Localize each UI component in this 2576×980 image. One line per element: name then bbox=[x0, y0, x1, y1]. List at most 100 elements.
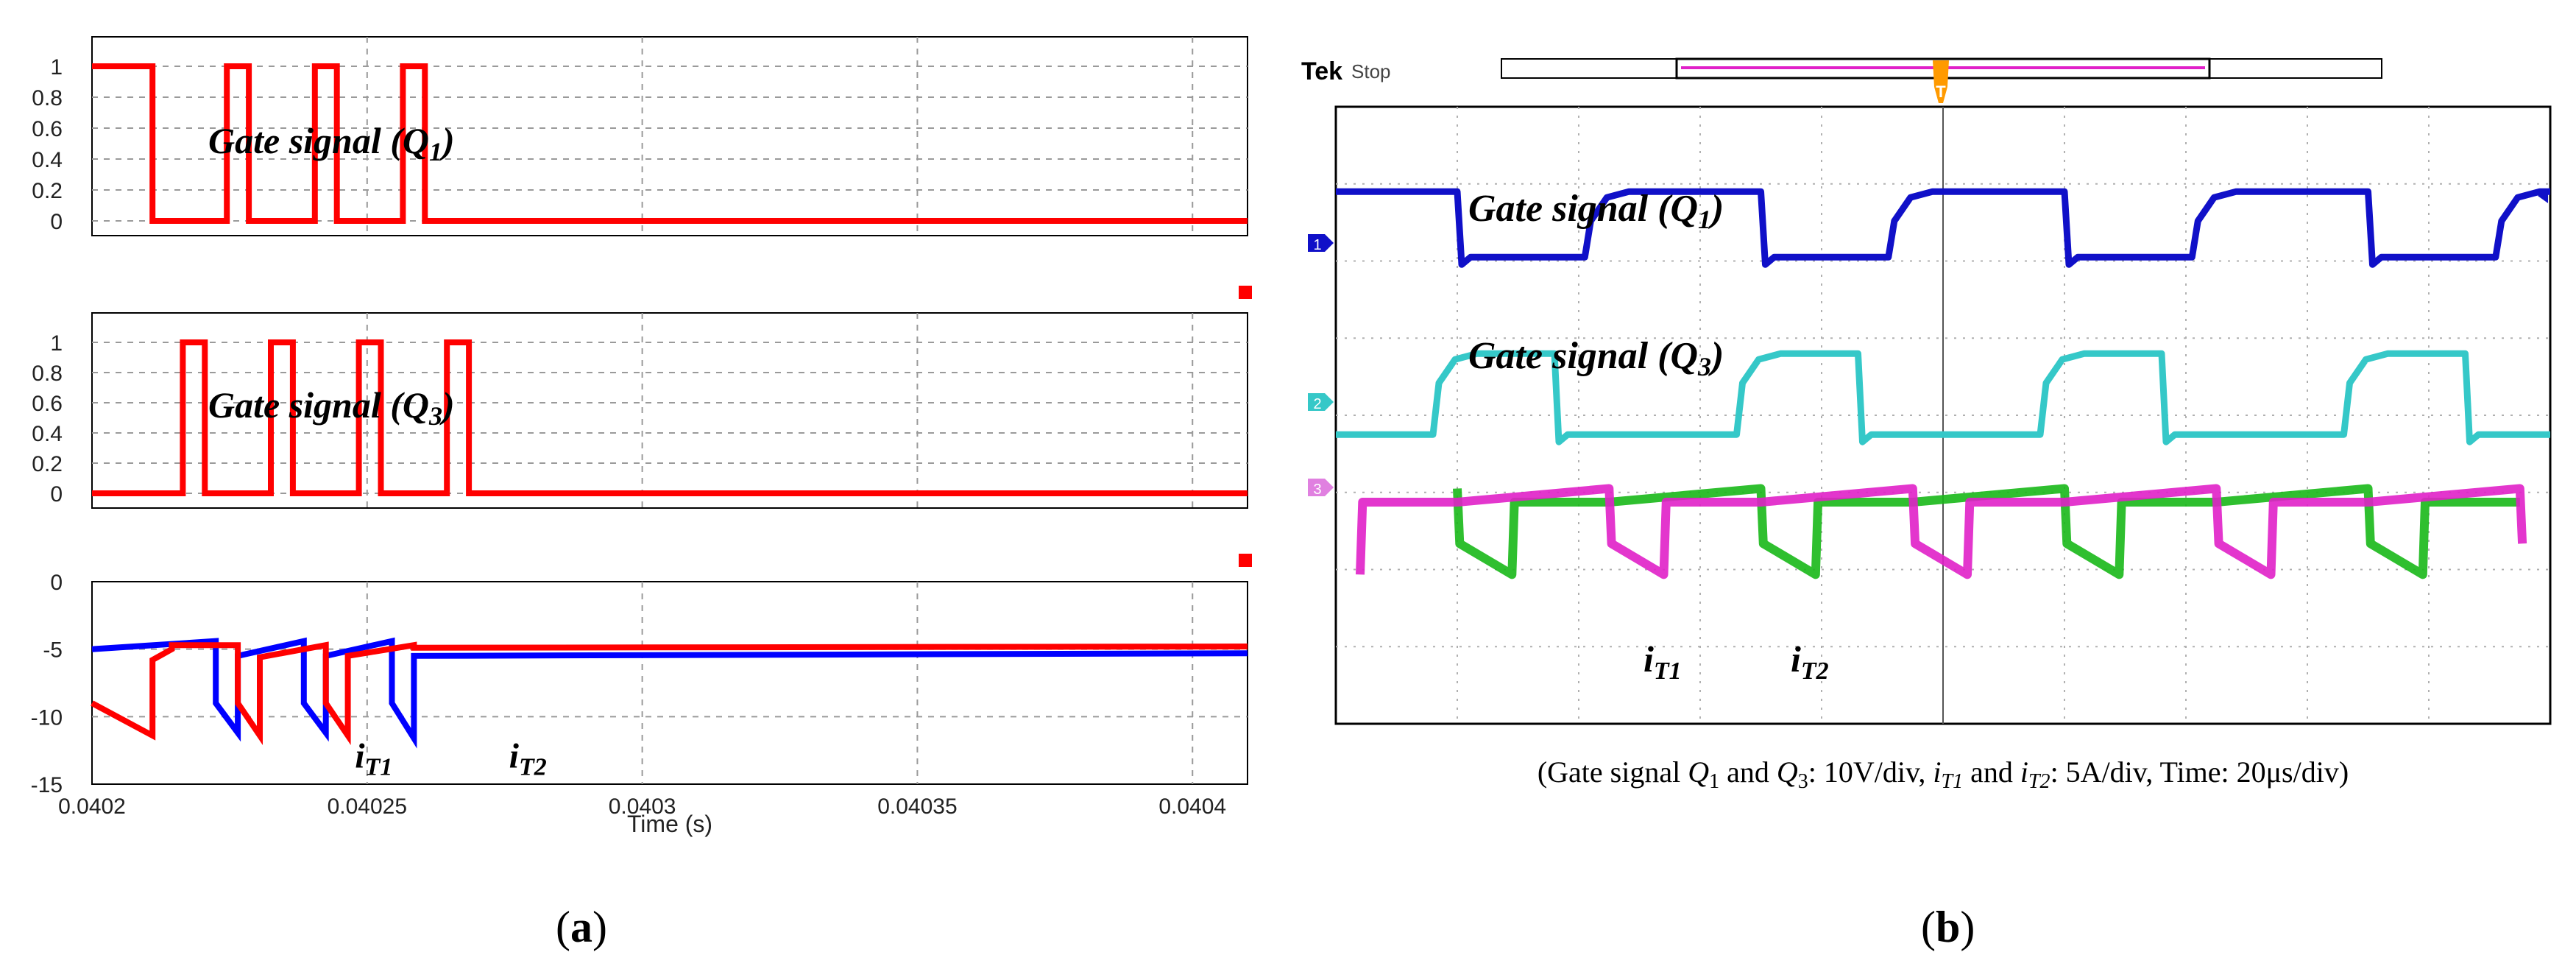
scope-waveforms bbox=[1336, 188, 2550, 579]
cap-i2-sub: T2 bbox=[2028, 770, 2050, 793]
y-tick-label: -15 bbox=[31, 773, 63, 797]
ch3-marker-label: 3 bbox=[1313, 482, 1321, 498]
ch2-marker-arrow bbox=[1308, 393, 1334, 411]
ch1-marker-label: 1 bbox=[1313, 237, 1321, 253]
panel-a-caption: (a) bbox=[556, 902, 607, 953]
y-tick-labels: 0 -5 -10 -15 bbox=[31, 571, 63, 797]
cap-tail: : 5A/div, Time: 20μs/div) bbox=[2050, 755, 2349, 789]
cap-q3: Q bbox=[1777, 755, 1798, 789]
scope-grid bbox=[1336, 107, 2550, 724]
y-tick-labels: 1 0.8 0.6 0.4 0.2 0 bbox=[32, 55, 63, 234]
scope-q3-q: Q bbox=[1670, 335, 1698, 377]
cap-q1-sub: 1 bbox=[1709, 770, 1719, 793]
plot-frame bbox=[91, 312, 1248, 509]
x-tick-label: 0.04025 bbox=[328, 794, 407, 819]
iT1-label-base: i bbox=[355, 737, 365, 776]
ch3-marker: 3 bbox=[1308, 479, 1334, 498]
cap-and2: and bbox=[1963, 755, 2020, 789]
y-tick-label: -10 bbox=[31, 705, 63, 730]
panel-a-simulation: 10.80.60.40.20 Gate signal (Q1) 10.80.60… bbox=[31, 36, 1252, 837]
cap-i1-sub: T1 bbox=[1942, 770, 1964, 793]
y-tick-labels: 1 0.8 0.6 0.4 0.2 0 bbox=[32, 331, 63, 507]
scope-brand: Tek bbox=[1301, 57, 1342, 85]
x-tick-label: 0.04035 bbox=[877, 794, 957, 819]
scope-iT2-label: iT2 bbox=[1791, 638, 1829, 685]
caption-a-letter: a bbox=[570, 903, 592, 951]
q3-label-text: Gate signal ( bbox=[208, 384, 405, 426]
cap-q3-sub: 3 bbox=[1798, 770, 1808, 793]
caption-b-open: ( bbox=[1921, 903, 1936, 951]
iT2-label: iT2 bbox=[509, 737, 547, 781]
plot-frame bbox=[91, 581, 1248, 785]
y-tick-label: 0.4 bbox=[32, 422, 63, 446]
iT1-label-sub: T1 bbox=[365, 754, 393, 781]
scope-iT1-label: iT1 bbox=[1643, 638, 1682, 685]
y-tick-label: 0.6 bbox=[32, 117, 63, 141]
cap-i2: i bbox=[2020, 755, 2028, 789]
ch1-gate-q1-trace bbox=[1336, 188, 2550, 268]
caption-b-letter: b bbox=[1935, 903, 1961, 951]
ch2-gate-q3-trace bbox=[1336, 350, 2550, 445]
x-tick-label: 0.0403 bbox=[609, 794, 676, 819]
caption-a-close: ) bbox=[592, 903, 607, 951]
scope-q1-text: Gate signal ( bbox=[1468, 188, 1673, 230]
scope-q1-label: Gate signal (Q1) bbox=[1468, 188, 1724, 234]
cap-q1: Q bbox=[1688, 755, 1709, 789]
scope-q1-close: ) bbox=[1708, 188, 1724, 230]
x-tick-label: 0.0404 bbox=[1158, 794, 1226, 819]
plot-marker bbox=[1239, 286, 1252, 299]
panel-b-caption: (b) bbox=[1921, 902, 1975, 953]
scope-iT1-sub: T1 bbox=[1654, 658, 1682, 685]
cap-i1: i bbox=[1933, 755, 1941, 789]
q1-label-close: ) bbox=[439, 120, 455, 161]
y-tick-label: 0.8 bbox=[32, 362, 63, 386]
sim-currents-plot: 0 -5 -10 -15 0.0402 0.04025 0.0403 0.04035 0.04… bbox=[31, 554, 1252, 837]
iT2-label-base: i bbox=[509, 737, 520, 776]
q1-label-sub: 1 bbox=[429, 137, 442, 166]
iT1-label: iT1 bbox=[355, 737, 392, 781]
panel-b-oscilloscope: Tek Stop T 1 2 3 Gate signal (Q1) bbox=[1301, 57, 2552, 793]
cap-gate-scale: : 10V/div, bbox=[1808, 755, 1933, 789]
y-tick-label: 1 bbox=[50, 55, 63, 80]
iT2-trace bbox=[91, 637, 1248, 749]
plot-frame bbox=[91, 36, 1248, 236]
plot-marker bbox=[1239, 554, 1252, 567]
scope-q3-sub: 3 bbox=[1697, 352, 1711, 381]
scope-q1-q: Q bbox=[1670, 188, 1698, 230]
y-tick-label: 0.6 bbox=[32, 392, 63, 416]
ch2-marker-label: 2 bbox=[1313, 396, 1321, 412]
q1-label: Gate signal (Q1) bbox=[208, 120, 455, 166]
y-tick-label: 0 bbox=[50, 210, 63, 234]
y-tick-label: 0.2 bbox=[32, 452, 63, 476]
y-tick-label: -5 bbox=[43, 638, 63, 663]
y-tick-label: 0.2 bbox=[32, 179, 63, 203]
x-axis-label: Time (s) bbox=[627, 811, 712, 837]
scope-q3-close: ) bbox=[1708, 335, 1724, 377]
y-tick-label: 0 bbox=[50, 571, 63, 595]
y-tick-label: 0.4 bbox=[32, 148, 63, 172]
q3-label-q: Q bbox=[403, 384, 429, 426]
caption-a-open: ( bbox=[556, 903, 570, 951]
q1-gate-trace bbox=[92, 63, 1248, 224]
q1-label-text: Gate signal ( bbox=[208, 120, 405, 161]
q3-label-close: ) bbox=[439, 384, 455, 426]
sim-gate-q3-plot: 1 0.8 0.6 0.4 0.2 0 Gate signal (Q3) bbox=[32, 286, 1252, 509]
ch1-marker-arrow bbox=[1308, 234, 1334, 252]
iT2-label-sub: T2 bbox=[519, 754, 547, 781]
scope-iT2-sub: T2 bbox=[1801, 658, 1829, 685]
iT1-trace bbox=[91, 641, 1248, 746]
cap-and1: and bbox=[1719, 755, 1777, 789]
scope-state: Stop bbox=[1351, 60, 1391, 82]
scope-iT2-base: i bbox=[1791, 638, 1801, 680]
ch4-iT2-trace bbox=[1453, 484, 2520, 579]
ch3-marker-arrow bbox=[1308, 479, 1334, 496]
scope-q1-sub: 1 bbox=[1698, 205, 1711, 234]
scope-iT1-base: i bbox=[1643, 638, 1654, 680]
scope-q3-text: Gate signal ( bbox=[1468, 335, 1673, 377]
ch1-marker: 1 bbox=[1308, 234, 1334, 253]
sim-gate-q1-plot: 10.80.60.40.20 Gate signal (Q1) bbox=[32, 36, 1248, 236]
scope-caption: (Gate signal Q1 and Q3: 10V/div, iT1 and… bbox=[1538, 755, 2349, 793]
x-tick-label: 0.0402 bbox=[58, 794, 126, 819]
ch2-marker: 2 bbox=[1308, 393, 1334, 412]
